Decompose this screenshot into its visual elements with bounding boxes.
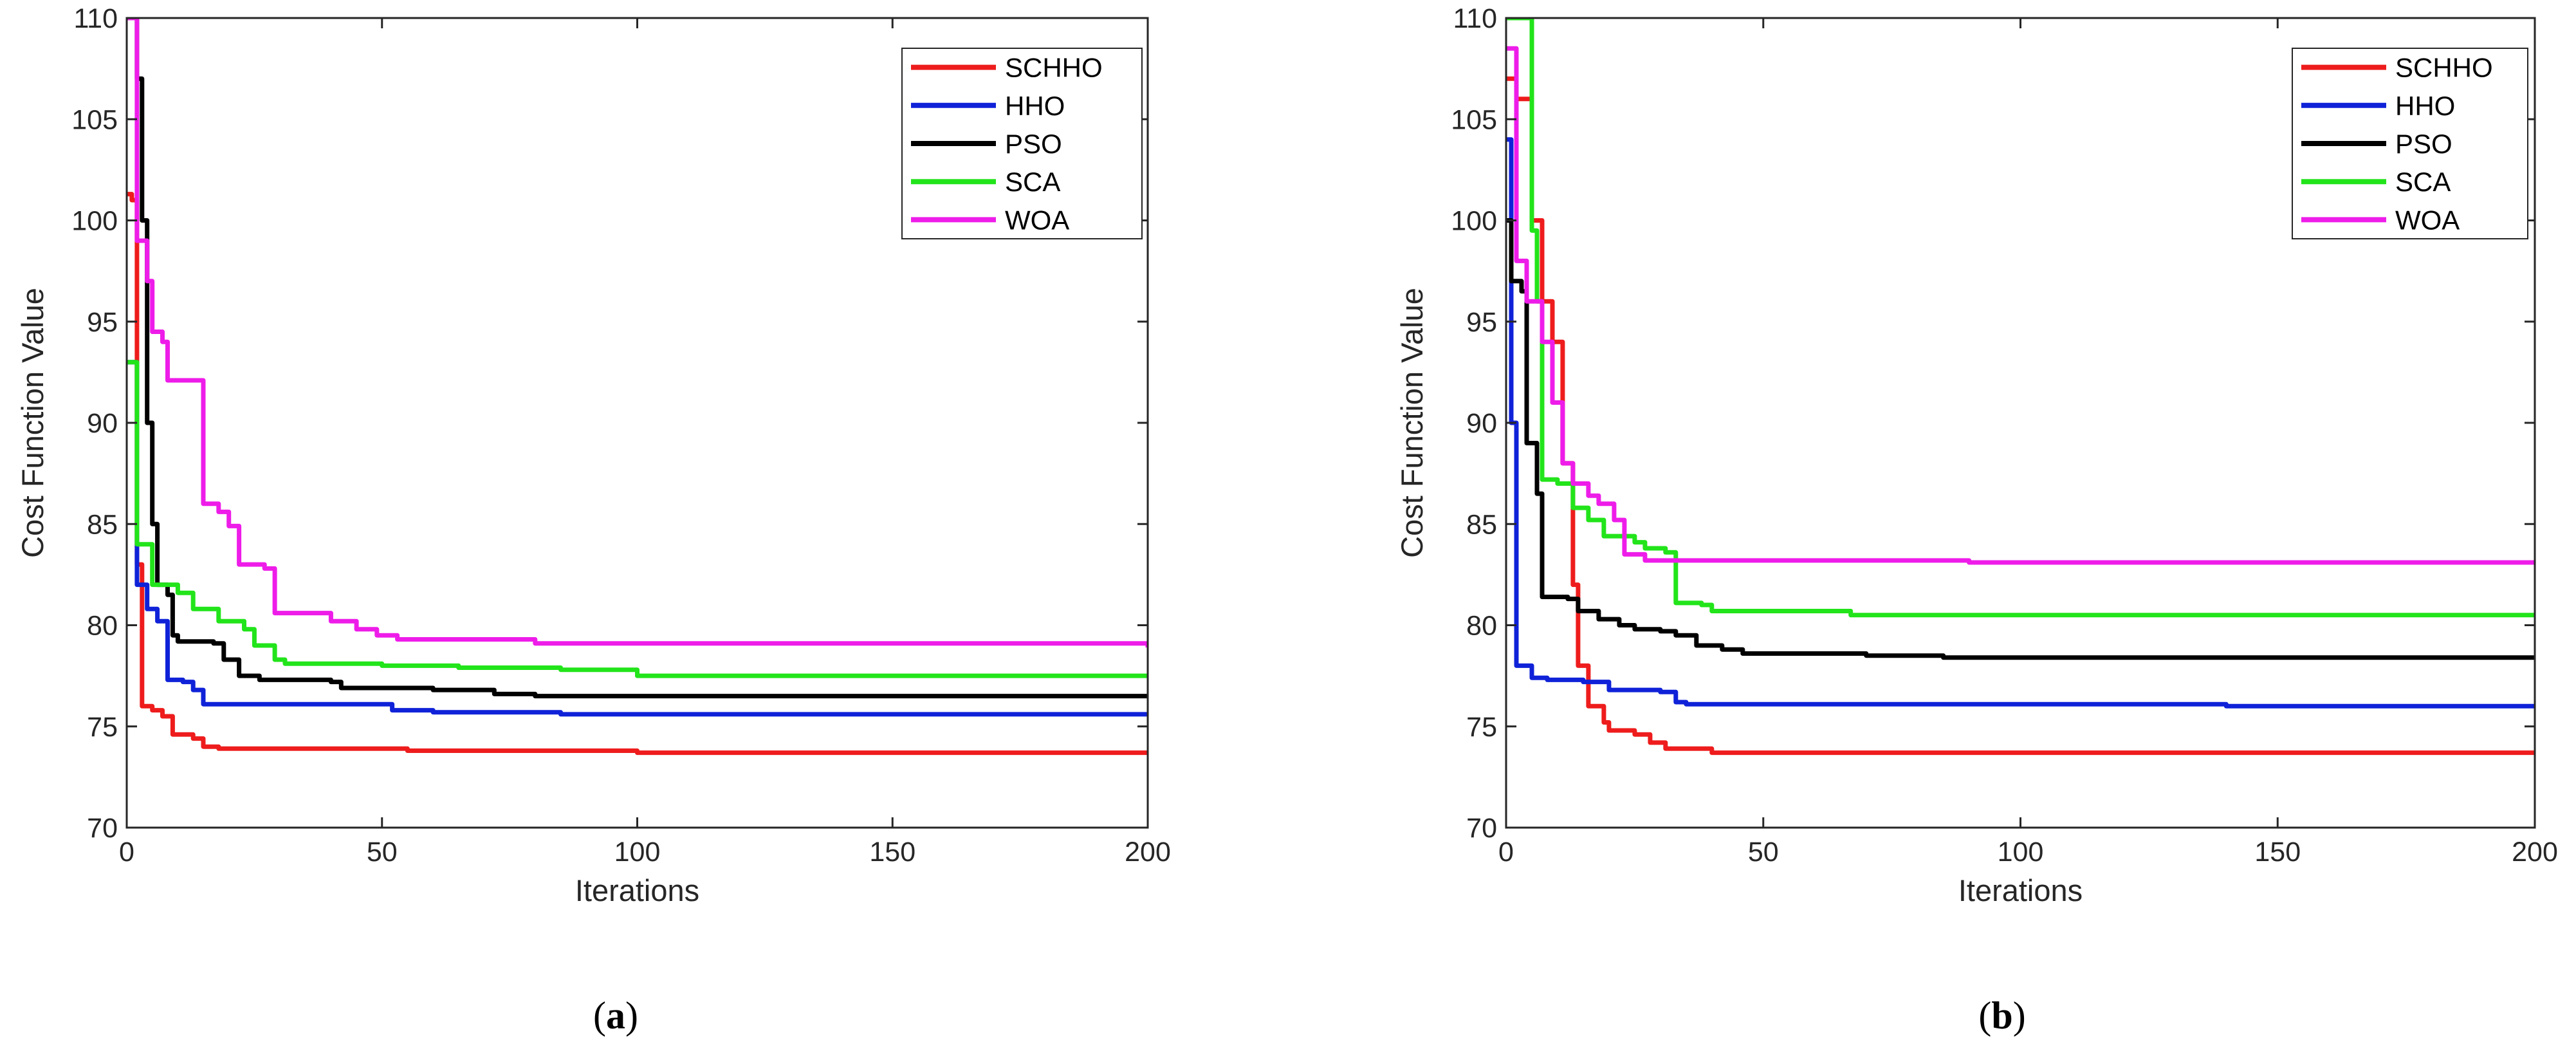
series-line-woa: [1506, 46, 2535, 565]
series-line-schho: [1506, 76, 2535, 756]
legend-label-schho: SCHHO: [2395, 53, 2493, 83]
legend-label-hho: HHO: [1005, 91, 1065, 121]
legend: SCHHO HHO PSO SCA WOA: [2292, 48, 2528, 239]
y-tick-label: 110: [1453, 3, 1497, 34]
y-axis-title: Cost Function Value: [1395, 288, 1429, 558]
x-tick-label: 200: [1125, 837, 1171, 868]
y-tick-label: 70: [87, 813, 118, 844]
series-layer: [127, 18, 1148, 756]
series-layer: [1506, 18, 2535, 756]
y-tick-label: 75: [87, 712, 118, 743]
y-tick-label: 80: [87, 611, 118, 642]
series-line-sca: [127, 360, 1148, 678]
x-tick-label: 0: [1498, 837, 1514, 868]
x-axis-title: Iterations: [1958, 873, 2083, 907]
x-tick-label: 150: [869, 837, 915, 868]
legend-label-woa: WOA: [2395, 205, 2460, 235]
chart-panel-b: 0 50 100 150 200 70 75 80 85 90 95 100 105 110 Iterat…: [1395, 3, 2558, 1037]
legend-label-pso: PSO: [1005, 129, 1062, 159]
legend: SCHHO HHO PSO SCA WOA: [901, 48, 1143, 239]
series-line-woa: [127, 18, 1148, 648]
ticks-layer: 0 50 100 150 200 70 75 80 85 90 95 100 105 110: [71, 3, 1171, 868]
y-tick-label: 95: [1466, 307, 1497, 338]
x-tick-label: 150: [2254, 837, 2301, 868]
y-tick-label: 90: [87, 408, 118, 439]
series-line-hho: [127, 360, 1148, 717]
y-tick-label: 85: [1466, 509, 1497, 540]
chart-panel-a: 0 50 100 150 200 70 75 80 85 90 95 100 105 110 Iterat…: [15, 3, 1171, 1037]
x-tick-label: 100: [1998, 837, 2044, 868]
y-tick-label: 80: [1466, 611, 1497, 642]
y-axis-title: Cost Function Value: [15, 288, 50, 558]
series-line-pso: [1506, 218, 2535, 660]
y-tick-label: 110: [73, 3, 118, 34]
y-tick-label: 105: [1451, 104, 1497, 135]
legend-label-sca: SCA: [1005, 167, 1060, 197]
y-tick-label: 100: [71, 206, 118, 237]
y-tick-label: 95: [87, 307, 118, 338]
legend-label-sca: SCA: [2395, 167, 2451, 197]
legend-label-hho: HHO: [2395, 91, 2455, 121]
y-tick-label: 85: [87, 509, 118, 540]
x-tick-label: 0: [119, 837, 134, 868]
y-tick-label: 105: [71, 104, 118, 135]
y-tick-label: 90: [1466, 408, 1497, 439]
y-tick-label: 100: [1451, 206, 1497, 237]
legend-label-pso: PSO: [2395, 129, 2452, 159]
legend-label-schho: SCHHO: [1005, 53, 1103, 83]
x-tick-label: 100: [614, 837, 661, 868]
y-tick-label: 70: [1466, 813, 1497, 844]
x-tick-label: 50: [367, 837, 398, 868]
panel-label-a: (a): [593, 994, 638, 1037]
x-tick-label: 200: [2512, 837, 2558, 868]
legend-label-woa: WOA: [1005, 205, 1069, 235]
panel-label-b: (b): [1978, 994, 2025, 1037]
y-tick-label: 75: [1466, 712, 1497, 743]
x-tick-label: 50: [1748, 837, 1779, 868]
ticks-layer: 0 50 100 150 200 70 75 80 85 90 95 100 105 110: [1451, 3, 2558, 868]
x-axis-title: Iterations: [575, 873, 699, 907]
